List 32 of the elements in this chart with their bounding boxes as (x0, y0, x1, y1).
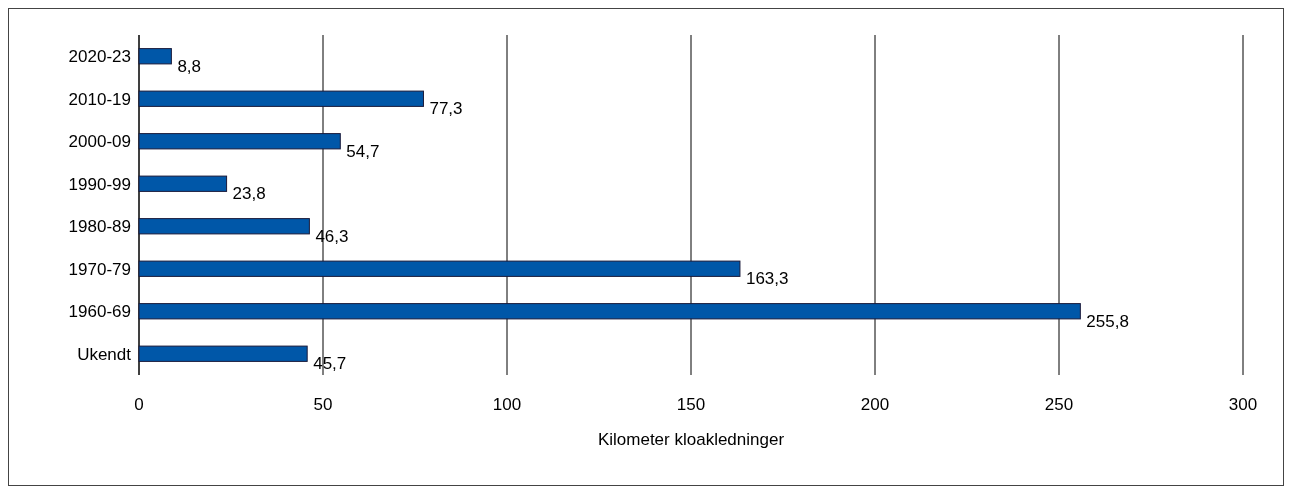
data-label: 54,7 (346, 141, 380, 161)
data-label: 8,8 (177, 56, 202, 76)
x-tick-label: 250 (1044, 395, 1074, 414)
data-label: 255,8 (1086, 311, 1129, 331)
data-label: 77,3 (429, 99, 463, 119)
bar (138, 345, 308, 362)
bar (138, 260, 741, 277)
y-tick-label: 2000-09 (68, 132, 131, 152)
bar (138, 48, 172, 65)
data-label: 23,8 (232, 184, 266, 204)
bar (138, 218, 310, 235)
bar (138, 90, 424, 107)
x-tick-label: 100 (492, 395, 522, 414)
y-tick-label: 2010-19 (68, 89, 131, 109)
y-tick-label: 2020-23 (68, 47, 131, 67)
y-tick-label: Ukendt (77, 344, 132, 364)
x-tick-label: 200 (860, 395, 890, 414)
data-label: 46,3 (315, 226, 349, 246)
y-tick-label: 1980-89 (68, 217, 131, 237)
x-tick-label: 0 (134, 395, 144, 414)
y-tick-label: 1960-69 (68, 302, 131, 322)
x-tick-label: 300 (1228, 395, 1258, 414)
y-tick-label: 1970-79 (68, 259, 131, 279)
bar (138, 133, 341, 150)
bar (138, 175, 228, 192)
x-tick-label: 150 (676, 395, 706, 414)
x-tick-label: 50 (313, 395, 333, 414)
bar (138, 303, 1081, 320)
y-tick-label: 1990-99 (68, 174, 131, 194)
data-label: 163,3 (745, 269, 789, 289)
data-label: 45,7 (313, 354, 347, 374)
x-axis-title: Kilometer kloakledninger (597, 430, 785, 449)
